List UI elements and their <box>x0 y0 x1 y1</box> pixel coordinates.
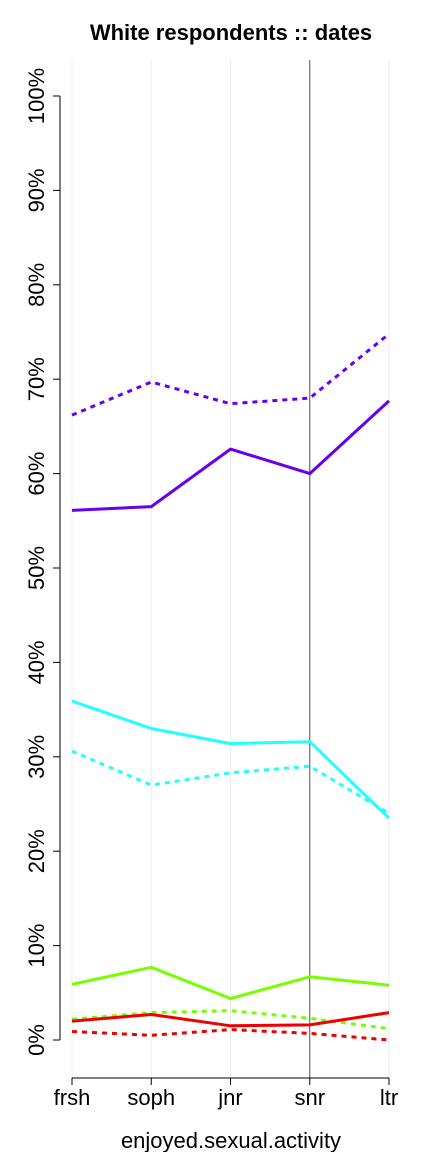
x-tick-label: snr <box>294 1085 325 1110</box>
x-tick-label: ltr <box>380 1085 398 1110</box>
series-line-2 <box>71 399 391 512</box>
series-line-5 <box>71 965 390 1000</box>
x-axis-label: enjoyed.sexual.activity <box>121 1128 341 1152</box>
series-line-3 <box>71 699 391 820</box>
y-tick-label: 40% <box>24 640 49 684</box>
x-tick-label: jnr <box>217 1085 242 1110</box>
grid-lines <box>71 60 390 1078</box>
y-tick-label: 10% <box>24 924 49 968</box>
y-tick-label: 90% <box>24 168 49 212</box>
x-tick-label: soph <box>127 1085 175 1110</box>
y-tick-label: 0% <box>24 1024 49 1056</box>
y-axis: 0% 10% 20% 30% 40% 50% 60% 70% 80% 90% 100% <box>24 68 61 1056</box>
chart-title: White respondents :: dates <box>90 20 372 45</box>
y-tick-label: 60% <box>24 452 49 496</box>
y-tick-label: 30% <box>24 735 49 779</box>
x-tick-label: frsh <box>54 1085 91 1110</box>
series-line-8 <box>71 1028 390 1042</box>
y-tick-label: 20% <box>24 829 49 873</box>
y-tick-label: 100% <box>24 68 49 124</box>
series-line-1 <box>71 332 390 417</box>
x-axis: frsh soph jnr snr ltr <box>54 1077 398 1110</box>
series-group <box>71 332 391 1042</box>
series-line-7 <box>71 1011 390 1028</box>
series-line-6 <box>71 1009 390 1031</box>
y-tick-label: 70% <box>24 357 49 401</box>
y-tick-label: 80% <box>24 263 49 307</box>
y-tick-label: 50% <box>24 546 49 590</box>
